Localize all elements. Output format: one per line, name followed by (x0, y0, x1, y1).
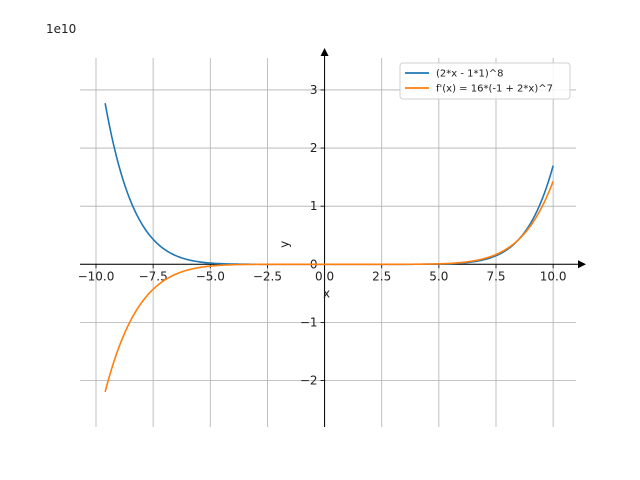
x-axis-arrow (578, 260, 586, 269)
y-axis-label: y (278, 241, 292, 248)
y-tick-label: 1 (310, 199, 318, 213)
x-tick-label: 2.5 (372, 269, 391, 283)
y-tick-label: −2 (300, 374, 318, 388)
legend-label: (2*x - 1*1)^8 (436, 69, 504, 80)
y-tick-label: 2 (310, 141, 318, 155)
x-tick-label: 5.0 (429, 269, 448, 283)
y-axis-arrow (320, 48, 329, 56)
ticks: −10.0 −7.5 −5.0 −2.5 0.0 2.5 5.0 7.5 10.0 −2 −1 1 2 3… (78, 83, 567, 388)
x-tick-label: −2.5 (253, 269, 282, 283)
axes (80, 48, 586, 427)
legend-box (399, 62, 571, 100)
y-scale-label: 1e10 (46, 22, 76, 36)
grid (80, 58, 576, 427)
x-tick-label: 7.5 (486, 269, 505, 283)
y-tick-label: 3 (310, 83, 318, 97)
legend-label: f'(x) = 16*(-1 + 2*x)^7 (436, 84, 553, 95)
x-tick-label: −10.0 (78, 269, 115, 283)
y-tick-label: −1 (300, 315, 318, 329)
x-tick-label: −5.0 (196, 269, 225, 283)
series-line-1 (104, 103, 554, 266)
x-axis-label: x (323, 286, 330, 300)
series-lines (104, 103, 554, 393)
series-line-2 (104, 180, 554, 393)
x-tick-label: 10.0 (540, 269, 567, 283)
legend: (2*x - 1*1)^8 f'(x) = 16*(-1 + 2*x)^7 (399, 62, 571, 100)
x-tick-label: −7.5 (139, 269, 168, 283)
x-tick-label: 0.0 (315, 269, 334, 283)
